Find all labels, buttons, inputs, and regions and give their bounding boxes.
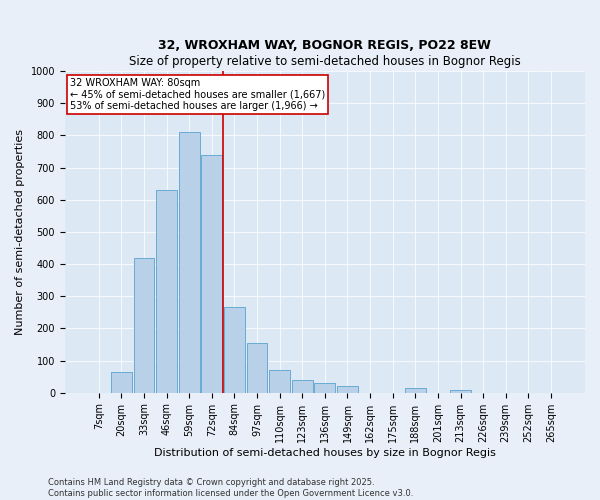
Y-axis label: Number of semi-detached properties: Number of semi-detached properties (15, 129, 25, 335)
Bar (337, 386, 358, 392)
Bar (314, 383, 335, 392)
Bar (292, 380, 313, 392)
Bar (405, 388, 426, 392)
Text: Size of property relative to semi-detached houses in Bognor Regis: Size of property relative to semi-detach… (129, 55, 521, 68)
Text: 32, WROXHAM WAY, BOGNOR REGIS, PO22 8EW: 32, WROXHAM WAY, BOGNOR REGIS, PO22 8EW (158, 39, 491, 52)
Bar (269, 370, 290, 392)
Bar (179, 132, 200, 392)
Bar (156, 190, 177, 392)
Bar (134, 258, 154, 392)
Bar (202, 154, 222, 392)
Bar (450, 390, 471, 392)
Bar (247, 343, 268, 392)
X-axis label: Distribution of semi-detached houses by size in Bognor Regis: Distribution of semi-detached houses by … (154, 448, 496, 458)
Bar (224, 308, 245, 392)
Text: 32 WROXHAM WAY: 80sqm
← 45% of semi-detached houses are smaller (1,667)
53% of s: 32 WROXHAM WAY: 80sqm ← 45% of semi-deta… (70, 78, 325, 110)
Bar (111, 372, 132, 392)
Text: Contains HM Land Registry data © Crown copyright and database right 2025.
Contai: Contains HM Land Registry data © Crown c… (48, 478, 413, 498)
